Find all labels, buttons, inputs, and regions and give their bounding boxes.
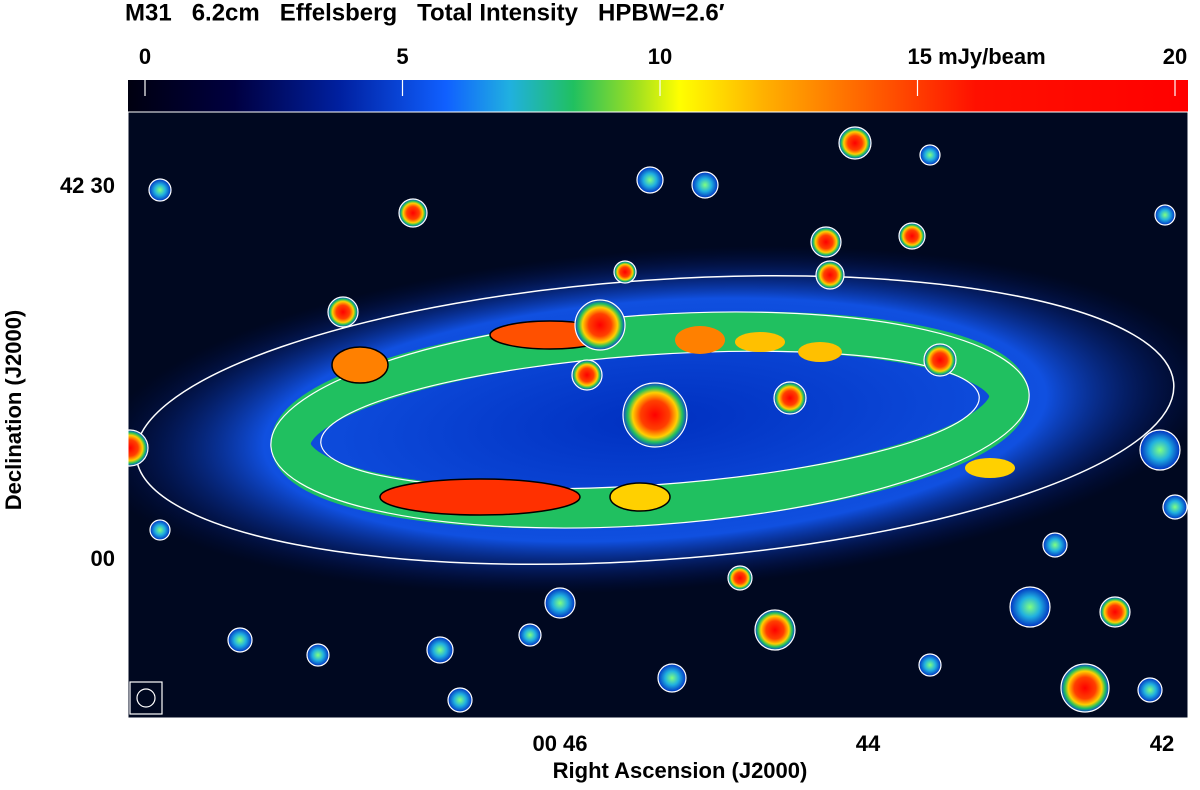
colorbar-tick-label: 5 — [396, 44, 408, 69]
colorbar-tick-label: 15 mJy/beam — [908, 44, 1046, 69]
image — [128, 112, 1188, 718]
x-axis-label: Right Ascension (J2000) — [553, 758, 808, 783]
x-tick-label: 00 46 — [532, 731, 587, 756]
title: M31 6.2cm Effelsberg Total Intensity HPB… — [125, 0, 725, 26]
y-tick-label: 42 30 — [60, 173, 115, 198]
colorbar-tick-label: 20 — [1163, 44, 1187, 69]
colorbar-tick-label: 10 — [648, 44, 672, 69]
y-axis-label: Declination (J2000) — [1, 310, 26, 511]
x-tick-label: 44 — [856, 731, 881, 756]
y-tick-label: 00 — [91, 546, 115, 571]
colorbar-tick-label: 0 — [139, 44, 151, 69]
colorbar — [128, 80, 1188, 113]
x-tick-label: 42 — [1150, 731, 1174, 756]
